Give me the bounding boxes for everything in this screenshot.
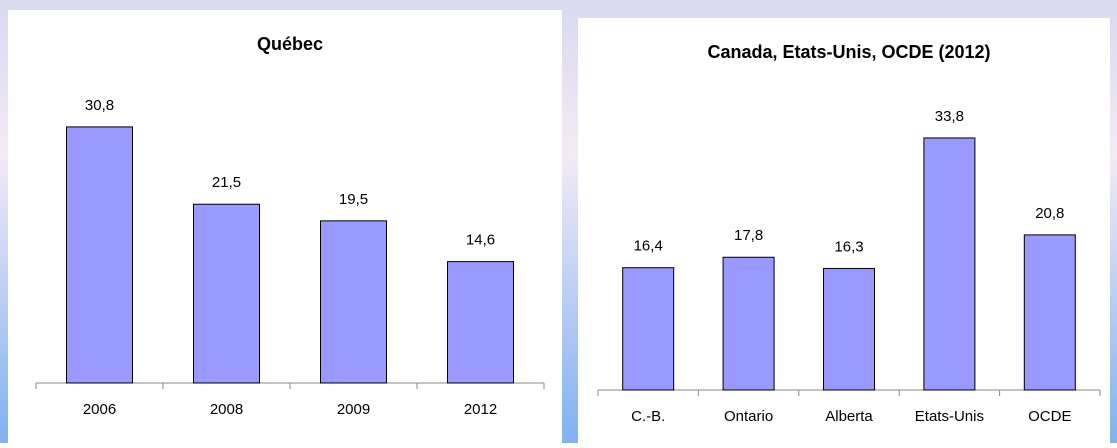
data-label: 33,8 [935, 108, 964, 125]
x-tick-label: Alberta [825, 408, 873, 425]
x-tick-label: OCDE [1028, 408, 1071, 425]
data-label: 19,5 [339, 191, 368, 208]
x-tick-label: 2006 [83, 401, 116, 418]
data-label: 30,8 [85, 97, 114, 114]
x-tick-label: 2009 [337, 401, 370, 418]
bar [447, 261, 514, 384]
bar [320, 220, 387, 384]
data-label: 17,8 [734, 227, 763, 244]
bar [1023, 234, 1076, 391]
bar [923, 137, 976, 391]
chart-title: Québec [257, 34, 323, 54]
x-tick-label: 2008 [210, 401, 243, 418]
bar [193, 203, 260, 384]
bar [66, 126, 133, 384]
bar [823, 267, 875, 391]
data-label: 20,8 [1035, 205, 1064, 222]
x-tick-label: Ontario [724, 408, 773, 425]
data-label: 14,6 [466, 232, 495, 249]
x-tick-label: C.-B. [631, 408, 665, 425]
data-label: 21,5 [212, 174, 241, 191]
chart-title: Canada, Etats-Unis, OCDE (2012) [707, 42, 990, 62]
bar [622, 267, 675, 391]
data-label: 16,4 [634, 238, 663, 255]
bar [722, 256, 775, 391]
x-tick-label: 2012 [464, 401, 497, 418]
data-label: 16,3 [834, 238, 863, 255]
x-tick-label: Etats-Unis [915, 408, 984, 425]
